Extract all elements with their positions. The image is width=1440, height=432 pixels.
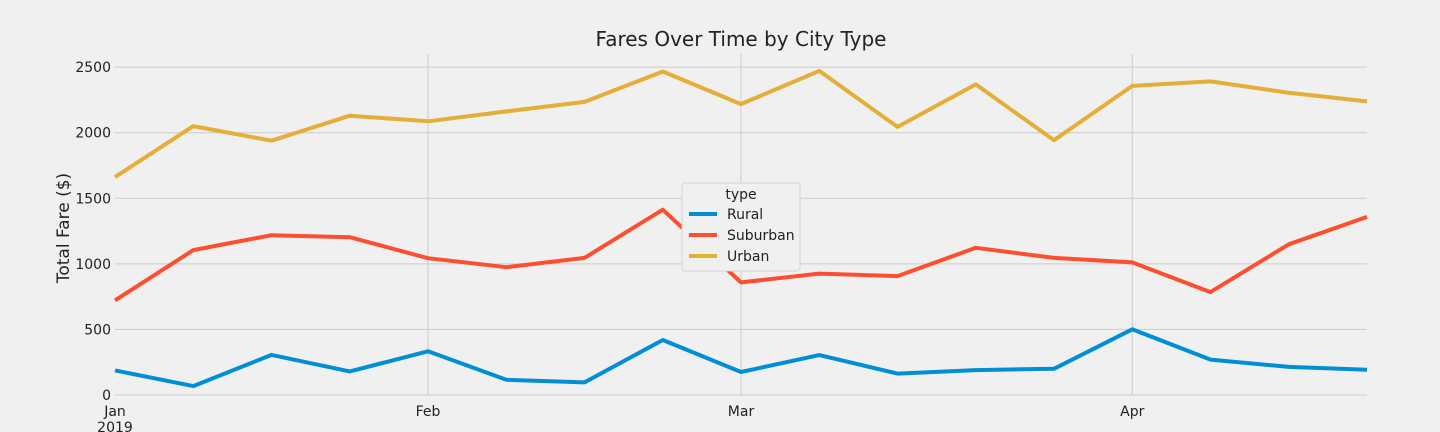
y-tick-label: 0 bbox=[102, 388, 111, 404]
y-tick-label: 2000 bbox=[75, 126, 111, 142]
x-tick-label: Feb bbox=[416, 404, 441, 420]
x-tick-label: Jan bbox=[103, 404, 126, 420]
legend-entries: Rural Suburban Urban bbox=[689, 207, 795, 265]
grid bbox=[115, 54, 1367, 396]
y-tick-label: 500 bbox=[84, 322, 111, 338]
y-tick-label: 1000 bbox=[75, 257, 111, 273]
x-tick-label: Mar bbox=[728, 404, 755, 420]
y-axis-label: Total Fare ($) bbox=[54, 173, 74, 284]
y-tick-label: 2500 bbox=[75, 60, 111, 76]
x-tick-sublabel: 2019 bbox=[97, 420, 133, 432]
y-tick-label: 1500 bbox=[75, 191, 111, 207]
legend-box bbox=[681, 182, 801, 272]
legend-title: type bbox=[725, 187, 756, 203]
legend-label-rural: Rural bbox=[727, 207, 763, 223]
chart-title: Fares Over Time by City Type bbox=[596, 27, 887, 51]
legend: type Rural Suburban Urban bbox=[681, 182, 801, 272]
series-line-suburban bbox=[113, 207, 1368, 303]
series-lines bbox=[113, 68, 1368, 389]
legend-label-suburban: Suburban bbox=[727, 228, 795, 244]
x-tick-label: Apr bbox=[1120, 404, 1144, 420]
series-line-rural bbox=[114, 327, 1368, 389]
series-line-urban bbox=[113, 68, 1368, 179]
legend-label-urban: Urban bbox=[727, 249, 769, 265]
